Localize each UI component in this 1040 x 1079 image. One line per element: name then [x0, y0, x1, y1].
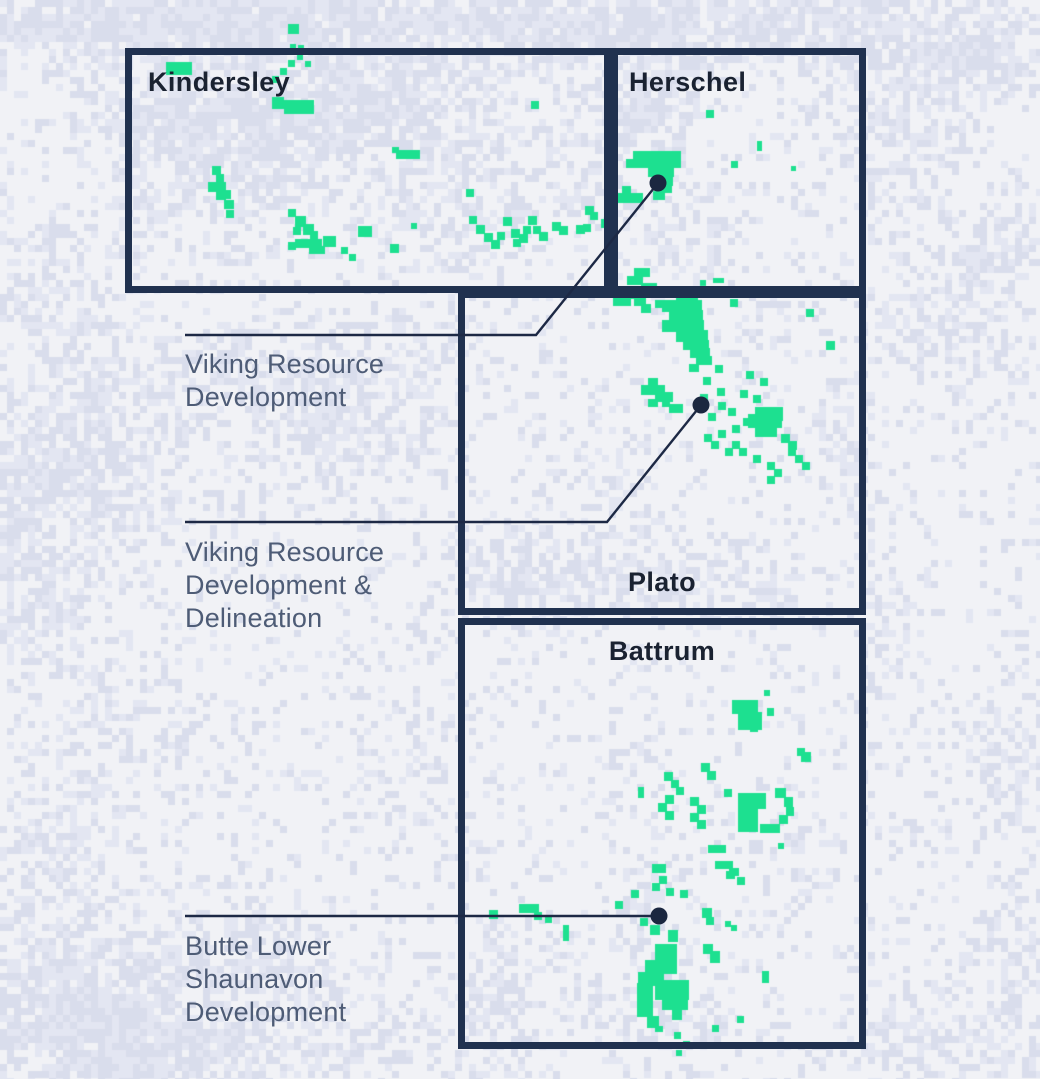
callout-line-viking-development-delineation — [185, 404, 702, 524]
region-box-herschel: Herschel — [611, 48, 866, 293]
region-title-plato: Plato — [627, 567, 696, 597]
region-box-plato: Plato — [458, 291, 866, 615]
callout-line-viking-development — [185, 182, 659, 337]
callout-dot-battrum — [650, 907, 668, 925]
region-box-battrum: Battrum — [458, 618, 866, 1049]
region-title-kindersley: Kindersley — [148, 67, 291, 97]
callout-dot-plato — [692, 396, 710, 414]
callout-label-viking-development: Viking Resource Development — [185, 349, 385, 412]
callout-label-viking-development-delineation: Viking Resource Development & Delineatio… — [185, 537, 385, 633]
region-title-battrum: Battrum — [608, 636, 716, 666]
callout-label-butte-lower-shaunavon: Butte Lower Shaunavon Development — [185, 931, 347, 1027]
region-box-kindersley: Kindersley — [125, 48, 611, 293]
region-title-herschel: Herschel — [629, 67, 747, 97]
callout-dot-herschel — [649, 174, 667, 192]
